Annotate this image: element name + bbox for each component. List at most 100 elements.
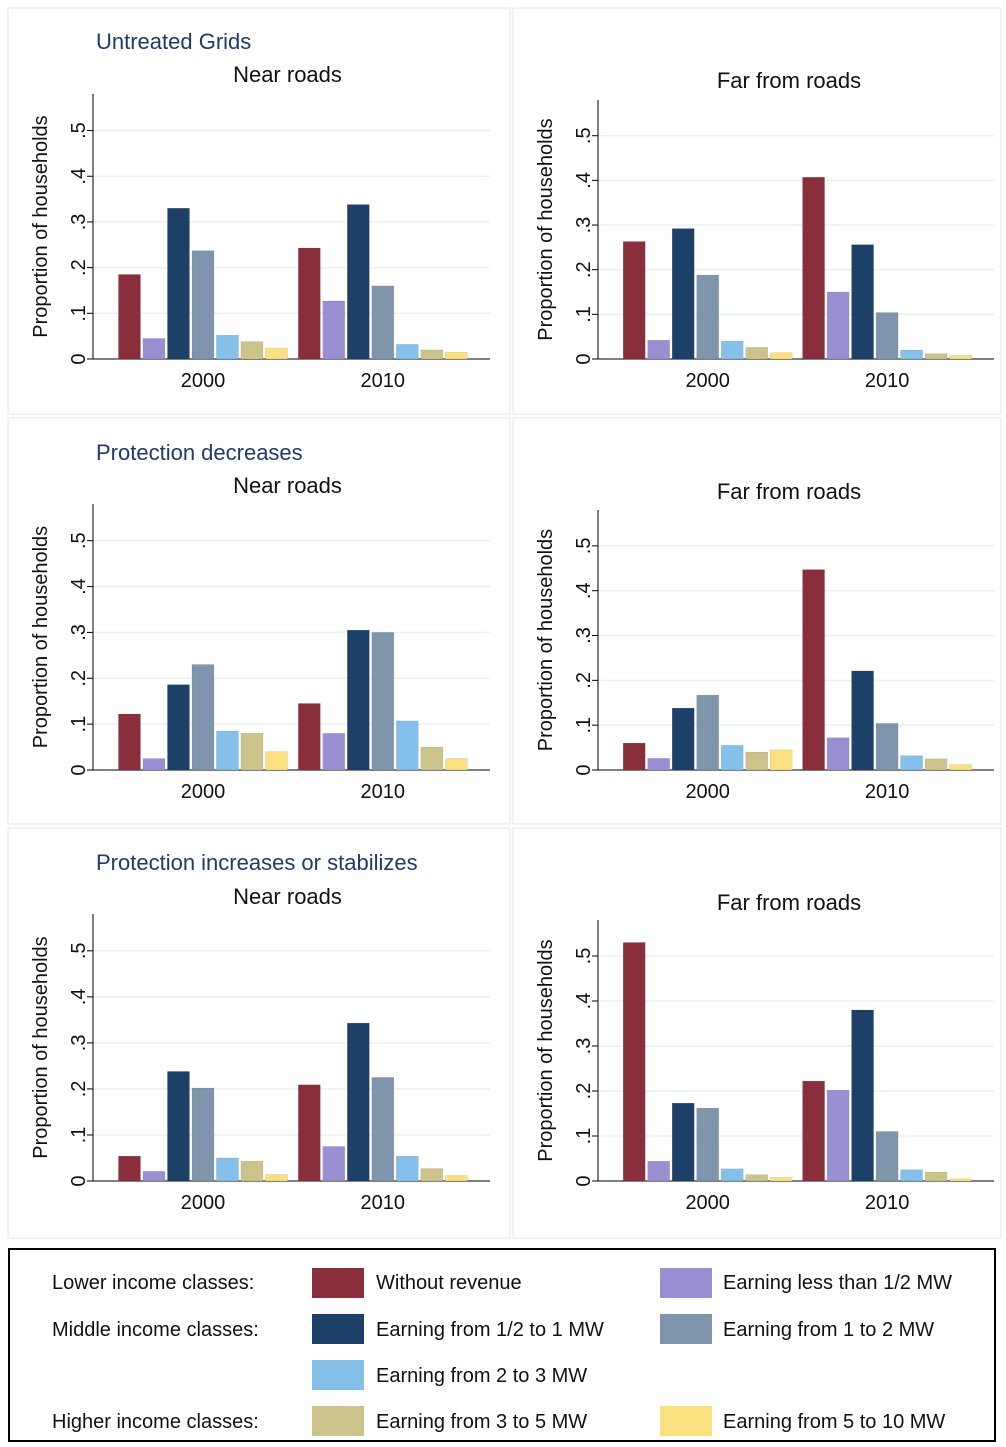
panel-2: Far from roads 0 .1 .2 .3 .4 .5 Proportion of h… bbox=[512, 7, 1002, 415]
bar-2000-earning-less-than-1-2-mw bbox=[647, 339, 670, 360]
x-tick-label: 2010 bbox=[865, 370, 910, 392]
panel-title: Near roads bbox=[233, 884, 342, 909]
bar-2000-without-revenue bbox=[622, 241, 646, 360]
y-tick-label: .2 bbox=[68, 259, 90, 276]
bar-2010-earning-from-5-to-10-mw bbox=[949, 355, 972, 360]
y-axis-label: Proportion of households bbox=[30, 526, 52, 748]
bar-2010-without-revenue bbox=[298, 703, 321, 771]
y-tick-label: .5 bbox=[68, 942, 90, 959]
bar-2010-earning-from-1-to-2-mw bbox=[371, 632, 395, 771]
bar-2010-earning-from-1-2-to-1-mw bbox=[347, 1022, 370, 1182]
y-tick-label: .5 bbox=[68, 532, 90, 549]
bar-2000-earning-from-2-to-3-mw bbox=[720, 340, 744, 360]
x-tick-label: 2000 bbox=[181, 1192, 226, 1214]
bar-2010-earning-from-1-2-to-1-mw bbox=[851, 670, 874, 771]
bar-2000-earning-from-5-to-10-mw bbox=[265, 1174, 288, 1182]
bar-2000-earning-from-1-to-2-mw bbox=[191, 250, 215, 360]
bar-2000-earning-from-5-to-10-mw bbox=[265, 347, 288, 360]
bar-2010-earning-from-3-to-5-mw bbox=[924, 758, 948, 771]
legend-swatch-1-to-2-mw bbox=[660, 1314, 712, 1344]
bar-2000-earning-from-1-2-to-1-mw bbox=[671, 1102, 695, 1182]
bar-2010-earning-from-1-2-to-1-mw bbox=[851, 1009, 874, 1182]
panel-3: Protection decreases Near roads 0 .1 .2 .3 .4.… bbox=[7, 417, 511, 825]
bar-2000-earning-from-3-to-5-mw bbox=[240, 1160, 264, 1182]
y-tick-label: .1 bbox=[573, 717, 595, 734]
bar-2010-earning-from-3-to-5-mw bbox=[924, 1171, 948, 1182]
bar-2010-without-revenue bbox=[802, 177, 825, 360]
y-tick-label: 0 bbox=[68, 1175, 90, 1186]
y-tick-label: .3 bbox=[68, 1035, 90, 1052]
y-tick-label: .1 bbox=[573, 306, 595, 323]
panel-title: Near roads bbox=[233, 473, 342, 498]
bar-2010-earning-from-3-to-5-mw bbox=[924, 353, 948, 360]
group-title: Protection decreases bbox=[96, 440, 303, 465]
bar-2000-without-revenue bbox=[118, 274, 141, 360]
panel-6: Far from roads 0 .1 .2 .3 .4 .5 Proportion of h… bbox=[512, 827, 1002, 1239]
y-tick-label: .5 bbox=[68, 122, 90, 139]
y-tick-label: .3 bbox=[573, 1038, 595, 1055]
group-title: Untreated Grids bbox=[96, 29, 251, 54]
y-tick-label: .3 bbox=[68, 624, 90, 641]
y-tick-label: .5 bbox=[573, 948, 595, 965]
bar-2000-earning-less-than-1-2-mw bbox=[142, 1171, 166, 1182]
legend-label-less-than-half-mw: Earning less than 1/2 MW bbox=[723, 1272, 952, 1294]
bar-2010-earning-from-2-to-3-mw bbox=[396, 720, 419, 771]
bar-2000-without-revenue bbox=[622, 942, 646, 1182]
bar-2010-without-revenue bbox=[802, 1080, 825, 1182]
bar-2000-earning-from-3-to-5-mw bbox=[240, 733, 264, 771]
bar-2010-earning-less-than-1-2-mw bbox=[826, 291, 850, 360]
bar-2000-earning-less-than-1-2-mw bbox=[142, 758, 166, 771]
y-tick-label: .4 bbox=[573, 582, 595, 599]
x-tick-label: 2000 bbox=[181, 370, 226, 392]
x-tick-label: 2000 bbox=[181, 781, 226, 803]
bar-2000-earning-from-3-to-5-mw bbox=[745, 1174, 768, 1182]
panel-title: Far from roads bbox=[717, 68, 861, 93]
bar-2000-earning-from-1-2-to-1-mw bbox=[671, 707, 695, 771]
x-tick-label: 2000 bbox=[685, 781, 730, 803]
bar-2010-without-revenue bbox=[298, 247, 321, 360]
legend-swatch-half-to-1-mw bbox=[312, 1314, 364, 1344]
legend-group-middle: Middle income classes: bbox=[52, 1319, 259, 1341]
bar-2010-without-revenue bbox=[802, 569, 825, 771]
bar-2010-earning-less-than-1-2-mw bbox=[322, 300, 346, 360]
bar-2010-earning-less-than-1-2-mw bbox=[322, 1146, 346, 1182]
bar-2000-earning-from-2-to-3-mw bbox=[720, 1168, 744, 1182]
x-tick-label: 2000 bbox=[685, 1192, 730, 1214]
bar-2000-earning-from-2-to-3-mw bbox=[216, 334, 239, 360]
bar-2010-earning-less-than-1-2-mw bbox=[826, 737, 850, 771]
y-tick-label: .4 bbox=[68, 168, 90, 185]
legend-swatch-3-to-5-mw bbox=[312, 1406, 364, 1436]
bar-2000-earning-from-1-2-to-1-mw bbox=[167, 207, 190, 360]
bar-2000-earning-from-1-2-to-1-mw bbox=[167, 1071, 190, 1182]
legend-group-higher: Higher income classes: bbox=[52, 1411, 259, 1433]
group-title: Protection increases or stabilizes bbox=[96, 850, 418, 875]
y-tick-label: .2 bbox=[573, 1083, 595, 1100]
panel-4: Far from roads 0 .1 .2 .3 .4 .5 Proportion of h… bbox=[512, 417, 1002, 825]
bar-2000-earning-from-1-2-to-1-mw bbox=[167, 684, 190, 771]
legend-swatch-without-revenue bbox=[312, 1268, 364, 1298]
y-tick-label: 0 bbox=[573, 764, 595, 775]
y-tick-label: .4 bbox=[573, 993, 595, 1010]
bar-2010-earning-from-5-to-10-mw bbox=[445, 758, 468, 771]
x-tick-label: 2010 bbox=[865, 1192, 910, 1214]
panel-5: Protection increases or stabilizes Near r… bbox=[7, 827, 511, 1239]
legend-swatch-less-than-half-mw bbox=[660, 1268, 712, 1298]
y-tick-label: .1 bbox=[68, 305, 90, 322]
bar-2000-earning-from-1-2-to-1-mw bbox=[671, 228, 695, 360]
bar-2000-earning-from-5-to-10-mw bbox=[769, 1177, 793, 1182]
bar-2010-earning-from-1-2-to-1-mw bbox=[347, 204, 370, 360]
y-tick-label: .1 bbox=[573, 1128, 595, 1145]
chart-grid: Untreated Grids Near roads 0 .1 .2 .3 .4 .5 Prop… bbox=[7, 7, 1002, 1239]
bar-2000-earning-less-than-1-2-mw bbox=[647, 1160, 670, 1182]
x-tick-label: 2010 bbox=[361, 1192, 406, 1214]
panel-title: Near roads bbox=[233, 62, 342, 87]
y-tick-label: .1 bbox=[68, 1127, 90, 1144]
y-tick-label: .4 bbox=[573, 172, 595, 189]
y-tick-label: .2 bbox=[573, 672, 595, 689]
y-tick-label: .2 bbox=[68, 670, 90, 687]
bar-2010-without-revenue bbox=[298, 1084, 321, 1182]
bar-2000-earning-from-1-to-2-mw bbox=[696, 274, 719, 360]
bar-2010-earning-from-1-to-2-mw bbox=[875, 1131, 899, 1182]
y-axis-label: Proportion of households bbox=[535, 939, 557, 1161]
legend-label-without-revenue: Without revenue bbox=[376, 1272, 522, 1294]
